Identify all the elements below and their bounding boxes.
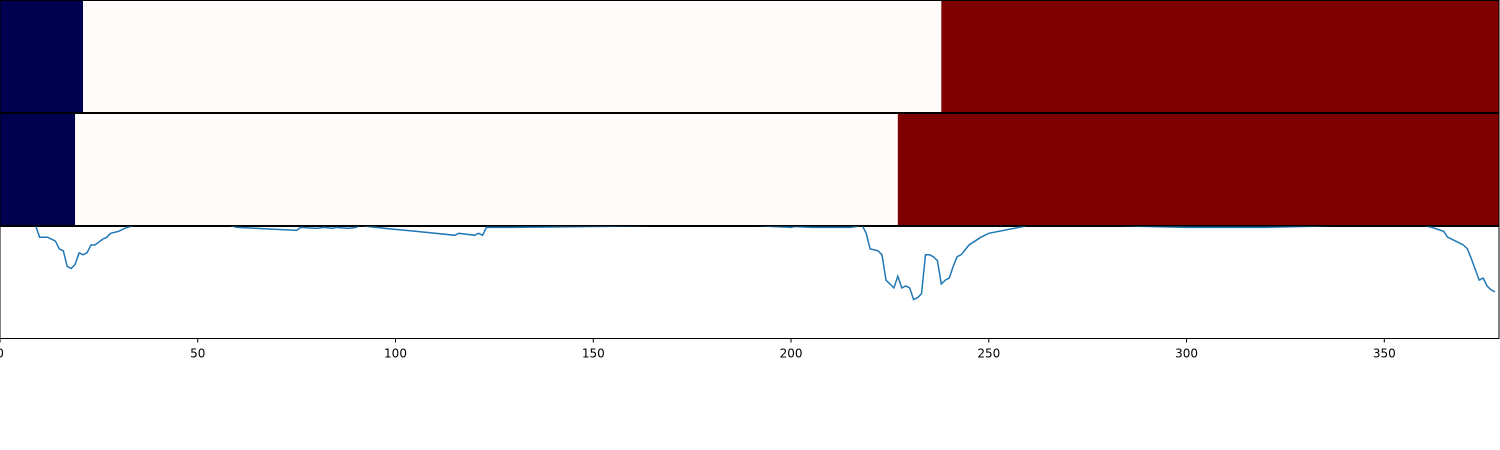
heatmap-frame: [0, 0, 1500, 113]
heatmap-frame: [0, 113, 1500, 226]
series-line-blue: [35, 226, 1496, 301]
x-axis: 0 50 100 150 200 250 300 350: [0, 338, 1396, 361]
line-plot: [0, 226, 1500, 339]
heatmap-cell: [0, 0, 84, 113]
heatmap-cell: [83, 0, 942, 113]
heatmap-cell: [75, 113, 898, 226]
heatmap-cell: [897, 113, 1499, 226]
x-tick-label: 300: [1175, 347, 1198, 361]
x-tick-label: 0: [0, 347, 4, 361]
plot-frame: [0, 226, 1500, 339]
x-tick-label: 50: [190, 347, 205, 361]
x-tick-label: 350: [1373, 347, 1396, 361]
heatmap-cell: [941, 0, 1499, 113]
heatmap-strip-middle: [0, 113, 1500, 226]
x-tick-label: 200: [780, 347, 803, 361]
x-tick-label: 150: [582, 347, 605, 361]
x-tick-label: 250: [977, 347, 1000, 361]
heatmap-strip-top: [0, 0, 1500, 113]
heatmap-cell: [0, 113, 76, 226]
x-tick-label: 100: [384, 347, 407, 361]
